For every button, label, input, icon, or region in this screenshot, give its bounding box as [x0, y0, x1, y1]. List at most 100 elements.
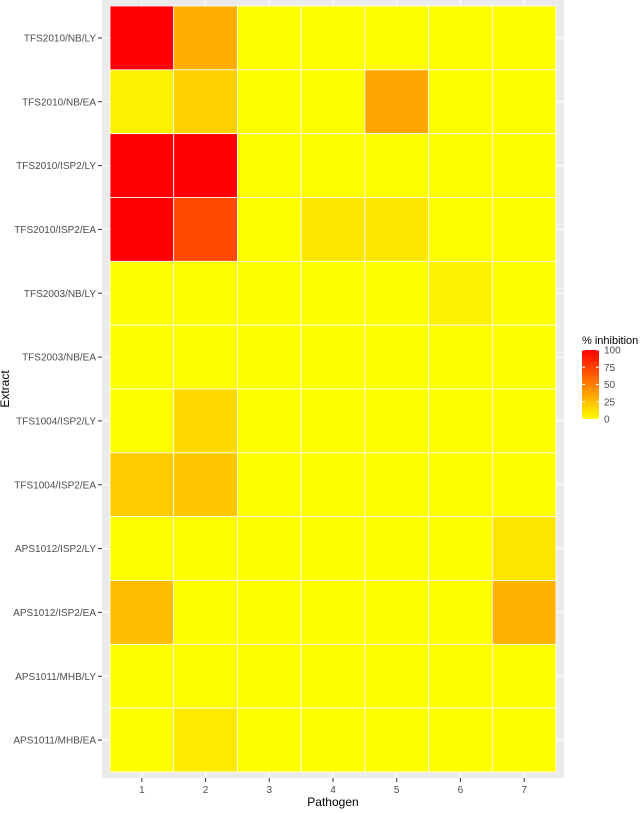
- heatmap-cell: [491, 452, 557, 518]
- y-axis: TFS2010/NB/LY TFS2010/NB/EA TFS2010/ISP2/L…: [13, 33, 102, 747]
- heatmap-cell: [300, 260, 366, 326]
- heatmap-cell: [173, 580, 238, 645]
- heatmap-cell: [109, 643, 175, 709]
- x-tick-label: 3: [267, 785, 273, 796]
- heatmap-cell: [300, 69, 366, 135]
- heatmap-cell: [237, 69, 302, 135]
- heatmap-cell: [173, 69, 238, 135]
- heatmap-cell: [364, 324, 429, 390]
- heatmap-cell: [109, 133, 175, 198]
- y-tick-label: TFS2010/ISP2/EA: [14, 225, 96, 236]
- heatmap-cell: [491, 643, 557, 709]
- heatmap-cell: [300, 133, 366, 198]
- heatmap-cell: [491, 707, 557, 773]
- heatmap-cell: [173, 260, 238, 326]
- x-axis: 1 2 3 4 5 6 7: [139, 778, 527, 796]
- heatmap-cell: [428, 324, 493, 390]
- heatmap-cell: [491, 580, 557, 645]
- heatmap-cell: [109, 388, 175, 454]
- x-tick-label: 1: [139, 785, 145, 796]
- y-tick-label: TFS1004/ISP2/LY: [16, 416, 96, 427]
- heatmap-cell: [428, 580, 493, 645]
- heatmap-cell: [300, 197, 366, 262]
- heatmap-cell: [428, 643, 493, 709]
- heatmap-cell: [364, 580, 429, 645]
- heatmap-cell: [173, 133, 238, 198]
- legend-tick-label: 0: [604, 415, 610, 426]
- heatmap-cell: [300, 324, 366, 390]
- x-tick-label: 6: [458, 785, 464, 796]
- heatmap-cell: [428, 69, 493, 135]
- heatmap-cell: [109, 260, 175, 326]
- heatmap-cell: [364, 452, 429, 518]
- heatmap-cell: [237, 516, 302, 581]
- heatmap-cell: [173, 643, 238, 709]
- heatmap-cell: [364, 260, 429, 326]
- legend-tick-label: 100: [604, 346, 621, 357]
- heatmap-cell: [364, 388, 429, 454]
- legend-colorbar: [582, 350, 599, 419]
- y-tick-label: TFS2010/NB/EA: [22, 97, 96, 108]
- heatmap-cell: [491, 516, 557, 581]
- y-tick-label: APS1012/ISP2/EA: [13, 608, 96, 619]
- y-axis-title: Extract: [0, 370, 12, 408]
- heatmap-cell: [237, 197, 302, 262]
- heatmap-cell: [109, 197, 175, 262]
- heatmap-cell: [428, 707, 493, 773]
- heatmap-cell: [428, 133, 493, 198]
- legend-tick-label: 75: [604, 363, 616, 374]
- heatmap-cell: [237, 580, 302, 645]
- x-axis-title: Pathogen: [307, 795, 358, 809]
- heatmap-cell: [300, 388, 366, 454]
- heatmap-cell: [491, 388, 557, 454]
- heatmap-cell: [491, 260, 557, 326]
- heatmap-cell: [173, 707, 238, 773]
- heatmap-cell: [109, 5, 175, 71]
- x-tick-label: 7: [521, 785, 527, 796]
- heatmap-cell: [364, 5, 429, 71]
- heatmap-cell: [428, 5, 493, 71]
- heatmap-cell: [237, 324, 302, 390]
- heatmap-cell: [173, 5, 238, 71]
- heatmap-cell: [428, 260, 493, 326]
- y-tick-label: TFS2003/NB/LY: [24, 289, 96, 300]
- heatmap-cell: [491, 197, 557, 262]
- heatmap-cell: [237, 133, 302, 198]
- x-tick-label: 2: [203, 785, 209, 796]
- heatmap-cell: [428, 452, 493, 518]
- heatmap-cell: [491, 324, 557, 390]
- heatmap-cell: [109, 69, 175, 135]
- heatmap-cell: [237, 452, 302, 518]
- heatmap-cell: [491, 69, 557, 135]
- heatmap-cell: [173, 388, 238, 454]
- heatmap-cell: [237, 643, 302, 709]
- heatmap-cell: [109, 580, 175, 645]
- y-tick-label: TFS1004/ISP2/EA: [14, 480, 96, 491]
- heatmap-cell: [300, 452, 366, 518]
- legend-title: % inhibition: [582, 335, 638, 347]
- heatmap-cell: [237, 260, 302, 326]
- heatmap-cell: [364, 133, 429, 198]
- heatmap-cell: [364, 197, 429, 262]
- heatmap-cell: [428, 197, 493, 262]
- heatmap-cell: [364, 69, 429, 135]
- heatmap-cell: [300, 643, 366, 709]
- heatmap-cell: [173, 452, 238, 518]
- y-tick-label: APS1012/ISP2/LY: [15, 544, 96, 555]
- heatmap-cell: [364, 516, 429, 581]
- heatmap-cell: [109, 707, 175, 773]
- heatmap-cell: [237, 388, 302, 454]
- heatmap-cell: [173, 516, 238, 581]
- y-tick-label: TFS2003/NB/EA: [22, 353, 96, 364]
- heatmap-cell: [173, 197, 238, 262]
- heatmap-cell: [300, 516, 366, 581]
- heatmap-cell: [237, 707, 302, 773]
- legend-tick-label: 25: [604, 397, 616, 408]
- legend-tick-label: 50: [604, 380, 616, 391]
- heatmap-cell: [109, 516, 175, 581]
- heatmap-cell: [300, 580, 366, 645]
- heatmap-cell: [364, 707, 429, 773]
- heatmap-cells: [109, 5, 557, 773]
- legend: % inhibition 0 25 50 75 100: [582, 335, 638, 426]
